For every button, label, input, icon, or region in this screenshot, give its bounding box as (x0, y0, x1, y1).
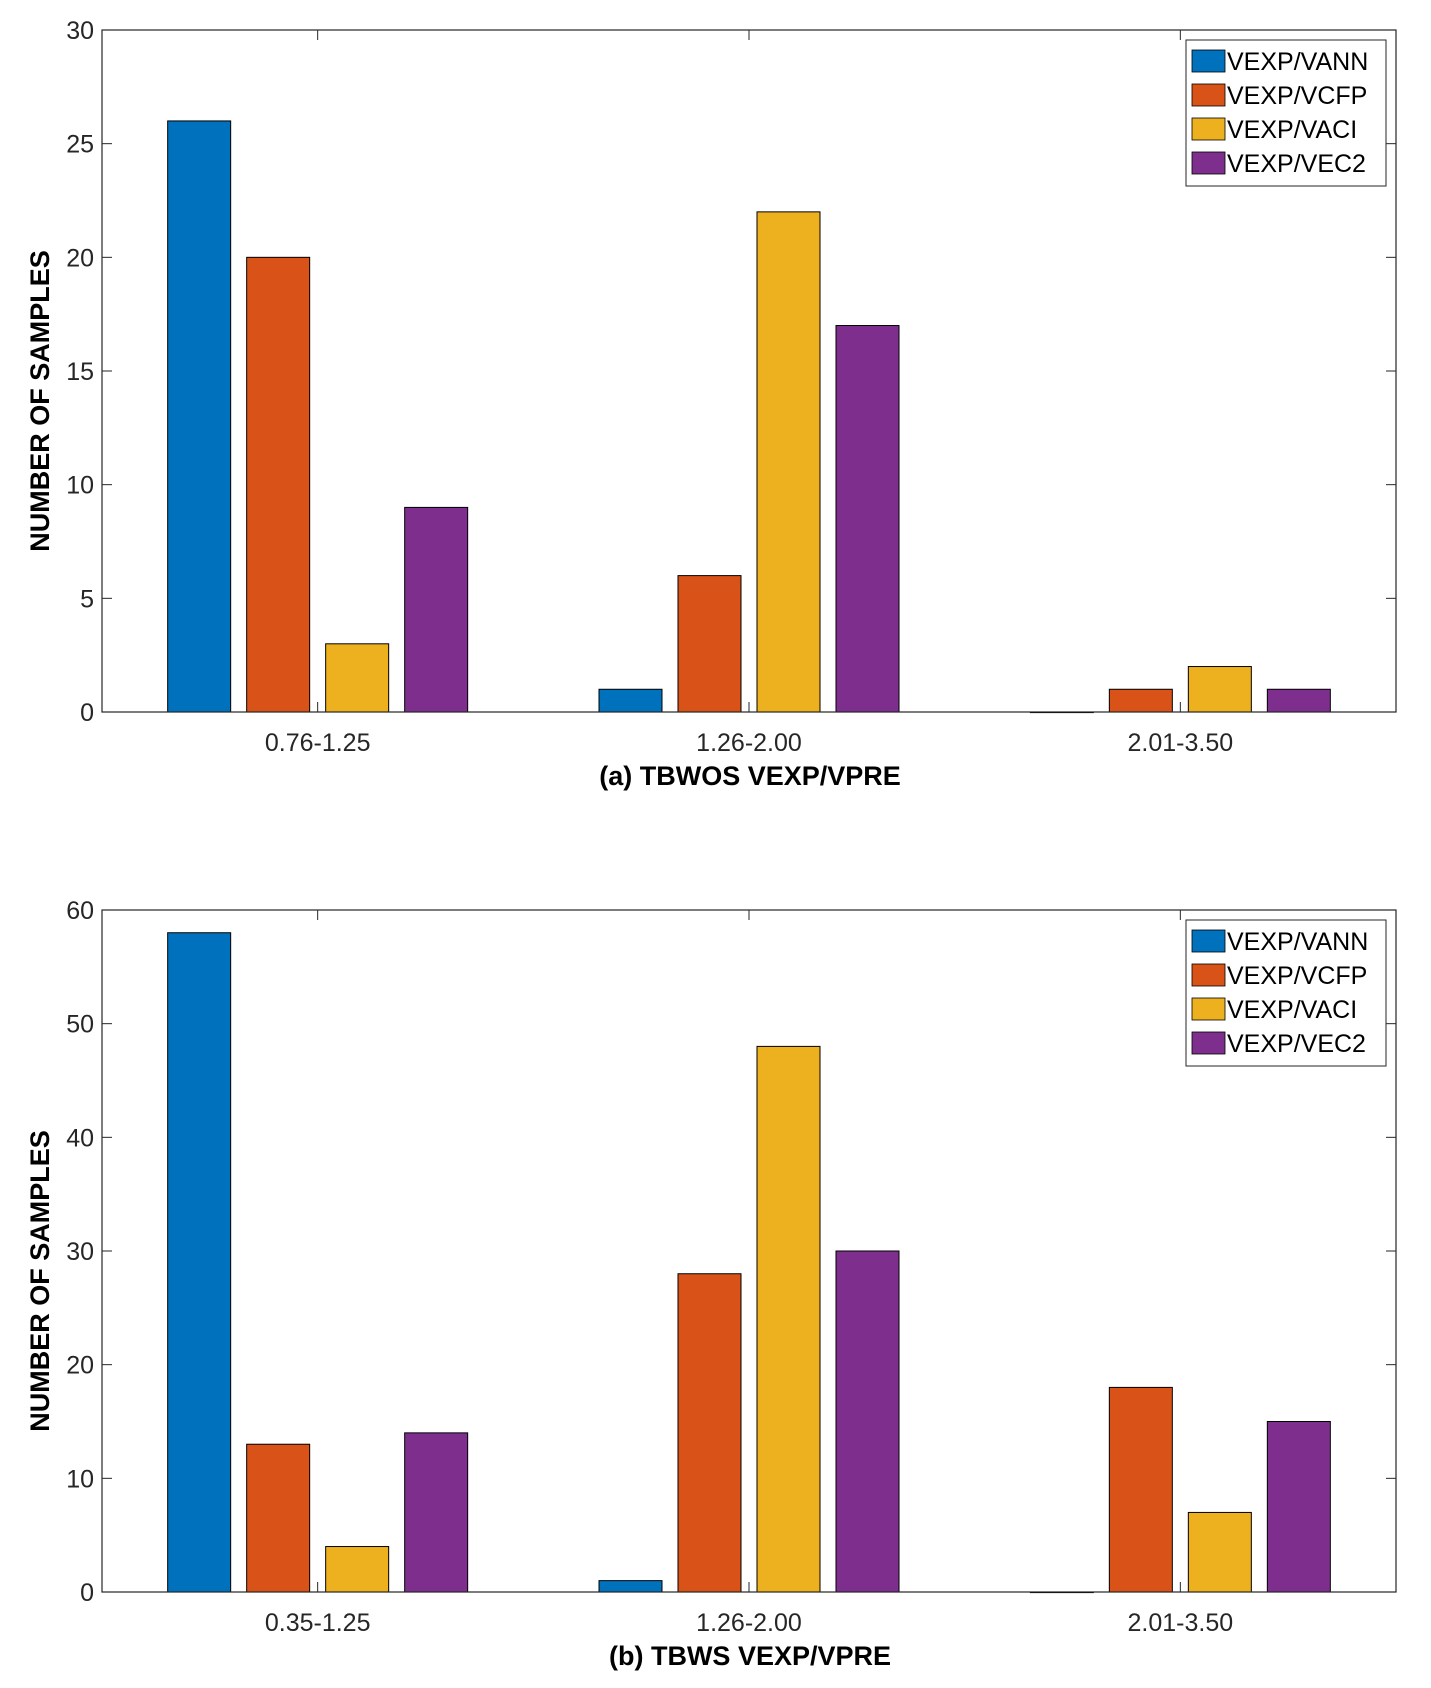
chart-a: 0 5 10 15 20 25 30 0.76-1.25 1.26-2.00 2.01-3.50 (… (0, 0, 1431, 800)
legend-swatch (1191, 151, 1226, 175)
bar-vexp-vann-0.35-1.25 (167, 932, 232, 1593)
legend-label: VEXP/VEC2 (1227, 1030, 1366, 1058)
bar-vexp-vcfp-2.01-3.50 (1108, 688, 1173, 713)
y-tick-label: 10 (66, 472, 94, 500)
bar-vexp-vaci-2.01-3.50 (1187, 666, 1252, 713)
x-tick-label: 0.76-1.25 (265, 729, 371, 757)
plot-area (102, 30, 1396, 712)
legend-label: VEXP/VACI (1227, 996, 1357, 1024)
axes-box (101, 909, 1397, 1593)
x-tick-label: 1.26-2.00 (696, 1609, 802, 1637)
legend-label: VEXP/VACI (1227, 116, 1357, 144)
bar-vexp-vaci-1.26-2.00 (756, 1045, 821, 1593)
x-axis-title: (a) TBWOS VEXP/VPRE (599, 761, 901, 791)
bar-vexp-vec2-0.76-1.25 (404, 506, 469, 713)
legend-swatch (1191, 117, 1226, 141)
y-tick-label: 30 (66, 17, 94, 45)
bar-vexp-vcfp-1.26-2.00 (677, 575, 742, 713)
bar-vexp-vaci-1.26-2.00 (756, 211, 821, 713)
y-tick-label: 0 (80, 699, 94, 727)
x-tick-label: 0.35-1.25 (265, 1609, 371, 1637)
x-tick-label: 2.01-3.50 (1128, 729, 1234, 757)
x-tick-label: 2.01-3.50 (1128, 1609, 1234, 1637)
legend-label: VEXP/VCFP (1227, 962, 1367, 990)
bar-vexp-vcfp-0.76-1.25 (246, 256, 311, 713)
chart-b: 0 10 20 30 40 50 60 0.35-1.25 1.26-2.00 2.01-3.50… (0, 880, 1431, 1688)
bar-vexp-vann-1.26-2.00 (598, 1580, 663, 1593)
bar-vexp-vec2-2.01-3.50 (1266, 688, 1331, 713)
y-tick-label: 30 (66, 1238, 94, 1266)
legend-swatch (1191, 49, 1226, 73)
y-tick-label: 40 (66, 1124, 94, 1152)
y-axis-title: NUMBER OF SAMPLES (25, 1130, 55, 1432)
y-tick-label: 20 (66, 244, 94, 272)
y-tick-label: 5 (80, 585, 94, 613)
y-tick-label: 0 (80, 1579, 94, 1607)
y-axis-title: NUMBER OF SAMPLES (25, 250, 55, 552)
legend-swatch (1191, 83, 1226, 107)
x-tick-label: 1.26-2.00 (696, 729, 802, 757)
bar-vexp-vann-0.76-1.25 (167, 120, 232, 713)
bar-vexp-vann-1.26-2.00 (598, 688, 663, 713)
bar-vexp-vcfp-2.01-3.50 (1108, 1386, 1173, 1593)
chart-svg: 0 10 20 30 40 50 60 0.35-1.25 1.26-2.00 2.01-3.50… (25, 897, 1397, 1671)
y-tick-label: 25 (66, 131, 94, 159)
legend-label: VEXP/VEC2 (1227, 150, 1366, 178)
legend-swatch (1191, 997, 1226, 1021)
bar-vexp-vcfp-1.26-2.00 (677, 1273, 742, 1593)
y-tick-label: 20 (66, 1352, 94, 1380)
legend-swatch (1191, 1031, 1226, 1055)
axes-box (101, 29, 1397, 713)
bar-vexp-vec2-2.01-3.50 (1266, 1421, 1331, 1593)
plot-area (102, 910, 1396, 1592)
y-tick-label: 15 (66, 358, 94, 386)
bar-vexp-vaci-0.76-1.25 (325, 643, 390, 713)
bar-vexp-vaci-0.35-1.25 (325, 1546, 390, 1593)
bar-vexp-vec2-1.26-2.00 (835, 1250, 900, 1593)
y-tick-label: 50 (66, 1011, 94, 1039)
bar-vexp-vcfp-0.35-1.25 (246, 1443, 311, 1593)
bar-vexp-vec2-1.26-2.00 (835, 325, 900, 713)
legend-swatch (1191, 929, 1226, 953)
y-tick-label: 10 (66, 1465, 94, 1493)
bar-vexp-vaci-2.01-3.50 (1187, 1511, 1252, 1593)
legend-label: VEXP/VCFP (1227, 82, 1367, 110)
chart-svg: 0 5 10 15 20 25 30 0.76-1.25 1.26-2.00 2.01-3.50 (… (25, 17, 1397, 791)
x-axis-title: (b) TBWS VEXP/VPRE (609, 1641, 891, 1671)
y-tick-label: 60 (66, 897, 94, 925)
legend-swatch (1191, 963, 1226, 987)
legend-label: VEXP/VANN (1227, 928, 1368, 956)
legend-label: VEXP/VANN (1227, 48, 1368, 76)
bar-vexp-vec2-0.35-1.25 (404, 1432, 469, 1593)
